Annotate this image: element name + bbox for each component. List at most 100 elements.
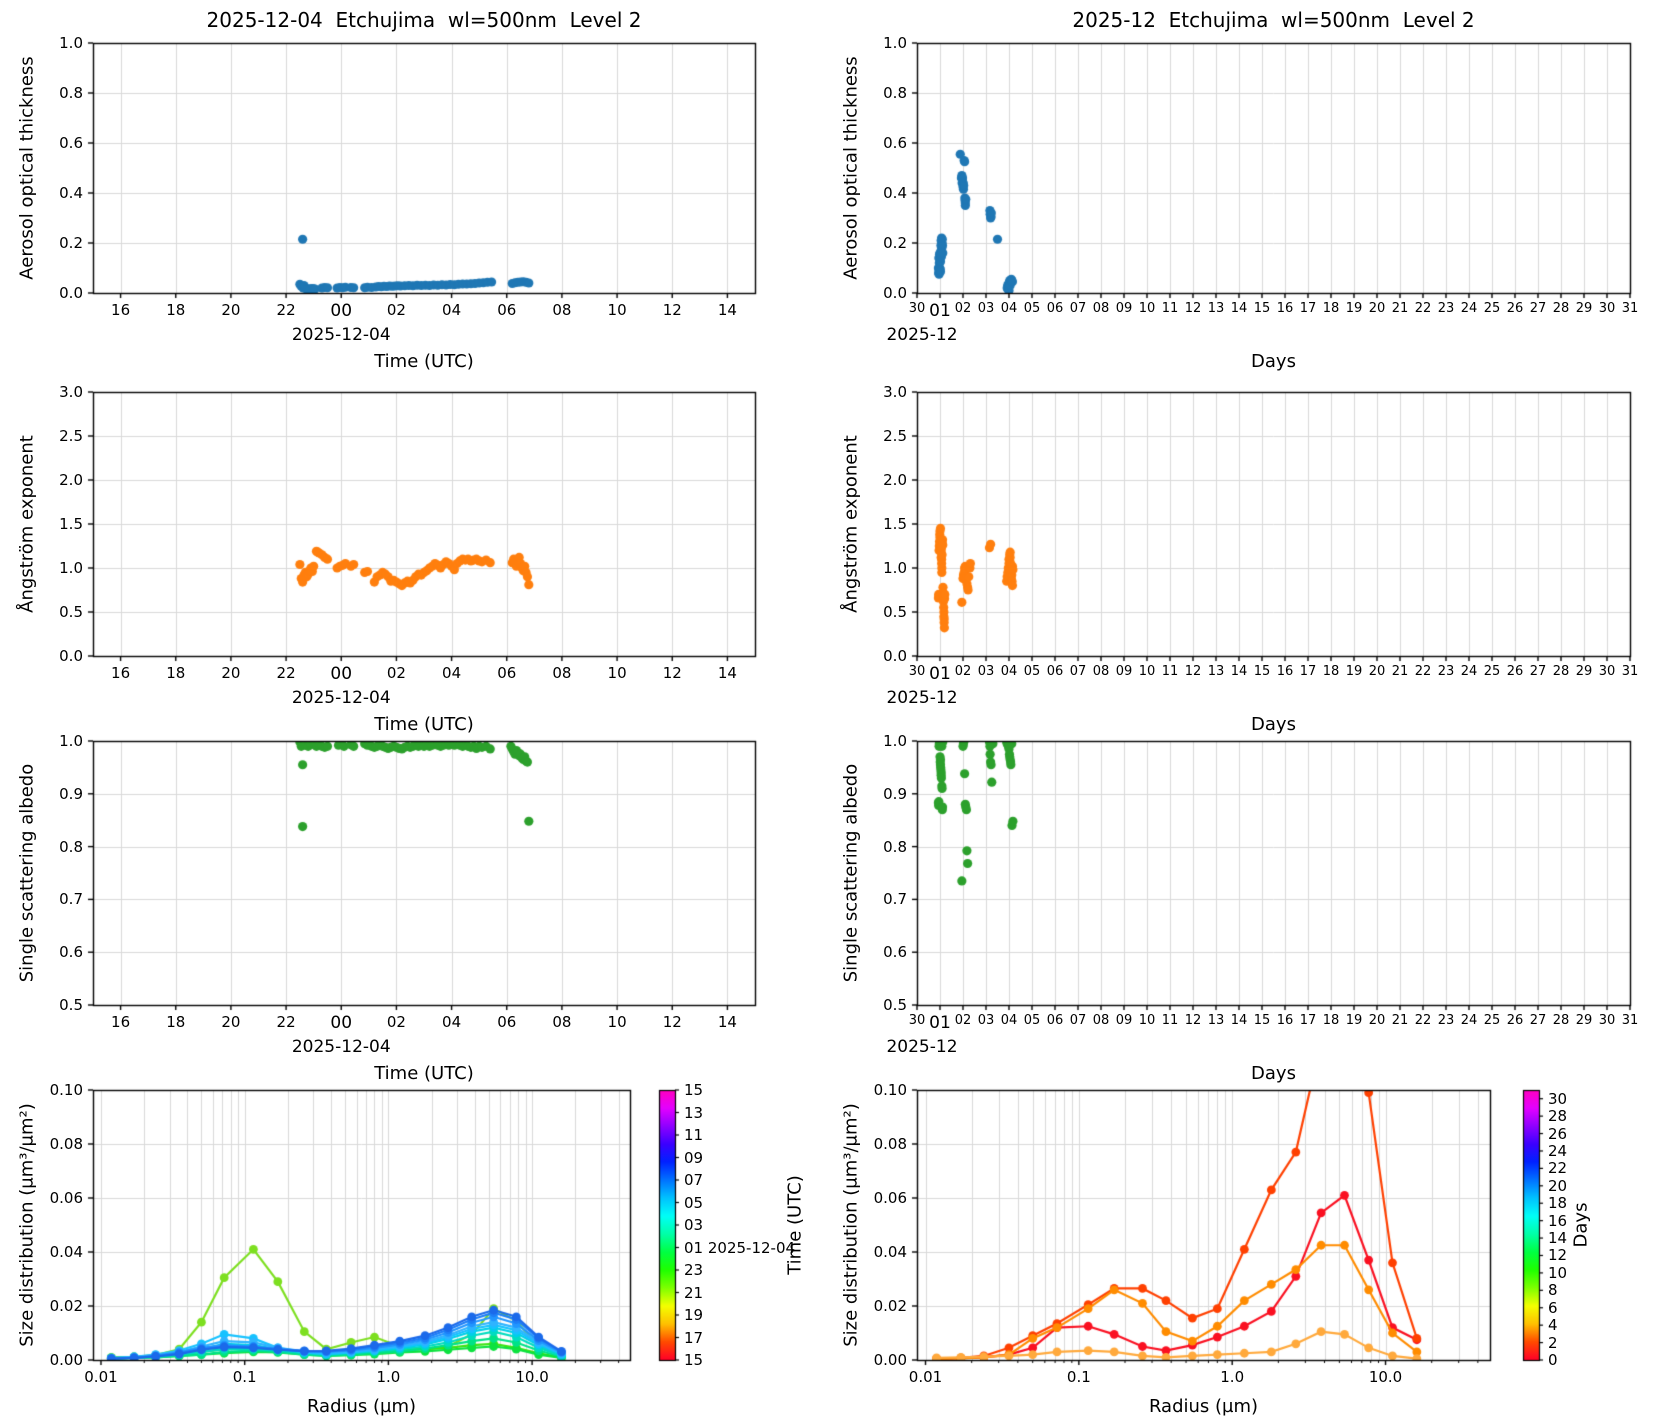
x-tick-label: 12 bbox=[1184, 1013, 1202, 1028]
y-tick-label: 0.8 bbox=[883, 837, 907, 856]
x-tick-label: 28 bbox=[1552, 301, 1570, 316]
y-tick-label: 0.10 bbox=[873, 1081, 907, 1099]
y-tick-label: 0.00 bbox=[873, 1351, 907, 1369]
x-tick-label: 20 bbox=[221, 664, 241, 682]
x-tick-label: 04 bbox=[442, 1013, 462, 1031]
x-tick-label: 03 bbox=[977, 664, 995, 679]
x-tick-label: 09 bbox=[1115, 301, 1133, 316]
x-tick-label: 27 bbox=[1529, 664, 1547, 679]
x-tick-label: 02 bbox=[386, 1013, 406, 1031]
x-tick-label: 16 bbox=[1276, 1013, 1294, 1028]
x-tick-label: 22 bbox=[1414, 664, 1432, 679]
x-date-label: 2025-12 bbox=[886, 1037, 958, 1057]
x-tick-label: 31 bbox=[1621, 1013, 1639, 1028]
xlabel-angstrom-time: Time (UTC) bbox=[374, 714, 474, 735]
colorbar-tick-label: 22 bbox=[1548, 1159, 1568, 1178]
x-tick-label: 08 bbox=[1092, 664, 1110, 679]
y-tick-label: 0.08 bbox=[49, 1135, 83, 1153]
y-tick-label: 1.0 bbox=[883, 34, 907, 52]
x-tick-label: 04 bbox=[1000, 1013, 1018, 1028]
chart-title-month: 2025-12 Etchujima wl=500nm Level 2 bbox=[1072, 8, 1475, 32]
y-tick-label: 2.5 bbox=[883, 427, 907, 445]
chart-title-day: 2025-12-04 Etchujima wl=500nm Level 2 bbox=[206, 8, 642, 32]
x-tick-label: 26 bbox=[1506, 1013, 1524, 1028]
colorbar-tick-label: 16 bbox=[1548, 1211, 1568, 1230]
x-tick-label: 13 bbox=[1207, 1013, 1225, 1028]
x-date-label: 2025-12-04 bbox=[291, 688, 391, 708]
y-tick-label: 0.0 bbox=[883, 647, 907, 665]
y-tick-label: 1.0 bbox=[59, 34, 83, 52]
y-tick-label: 0.0 bbox=[59, 647, 83, 665]
x-tick-label: 06 bbox=[497, 664, 517, 682]
x-tick-label: 03 bbox=[977, 1013, 995, 1028]
x-tick-label: 10 bbox=[1138, 664, 1156, 679]
y-tick-label: 0.8 bbox=[883, 84, 907, 102]
x-tick-label: 13 bbox=[1207, 301, 1225, 316]
x-tick-label: 20 bbox=[1368, 1013, 1386, 1028]
y-tick-label: 0.5 bbox=[883, 603, 907, 621]
x-tick-label: 06 bbox=[1046, 301, 1064, 316]
y-tick-label: 2.5 bbox=[59, 427, 83, 445]
x-tick-label: 31 bbox=[1621, 664, 1639, 679]
x-tick-label: 11 bbox=[1161, 664, 1179, 679]
x-tick-label: 10 bbox=[607, 301, 627, 319]
x-tick-label: 14 bbox=[717, 664, 737, 682]
colorbar-tick-label: 21 bbox=[684, 1283, 704, 1302]
x-tick-label: 21 bbox=[1391, 664, 1409, 679]
x-tick-label: 14 bbox=[1230, 1013, 1248, 1028]
colorbar-tick-label: 4 bbox=[1548, 1316, 1558, 1335]
x-tick-label: 19 bbox=[1345, 1013, 1363, 1028]
x-date-label: 2025-12 bbox=[886, 688, 958, 708]
x-date-label: 2025-12-04 bbox=[291, 325, 391, 345]
x-tick-label: 19 bbox=[1345, 664, 1363, 679]
x-tick-label: 22 bbox=[1414, 1013, 1432, 1028]
x-tick-label: 10 bbox=[1138, 1013, 1156, 1028]
x-tick-label: 02 bbox=[954, 664, 972, 679]
x-tick-label: 14 bbox=[717, 1013, 737, 1031]
x-tick-label: 11 bbox=[1161, 1013, 1179, 1028]
x-tick-label: 10 bbox=[607, 664, 627, 682]
colorbar-tick-label: 24 bbox=[1548, 1141, 1568, 1160]
x-tick-label: 02 bbox=[386, 664, 406, 682]
x-tick-label: 00 bbox=[330, 664, 353, 684]
x-tick-label: 12 bbox=[1184, 301, 1202, 316]
x-date-label: 2025-12-04 bbox=[291, 1037, 391, 1057]
x-tick-label: 18 bbox=[166, 301, 186, 319]
x-tick-label: 24 bbox=[1460, 301, 1478, 316]
x-tick-label: 08 bbox=[552, 664, 572, 682]
xlabel-angstrom-days: Days bbox=[1251, 714, 1296, 735]
x-tick-label: 30 bbox=[1598, 664, 1616, 679]
x-tick-label: 16 bbox=[111, 1013, 131, 1031]
x-tick-label: 05 bbox=[1023, 1013, 1041, 1028]
colorbar-tick-label: 09 bbox=[684, 1148, 704, 1167]
x-tick-label: 16 bbox=[1276, 664, 1294, 679]
x-tick-label: 12 bbox=[662, 664, 682, 682]
colorbar-tick-label: 6 bbox=[1548, 1298, 1558, 1317]
y-tick-label: 0.6 bbox=[883, 134, 907, 152]
x-tick-label: 1.0 bbox=[1220, 1368, 1245, 1386]
colorbar-title-time: Time (UTC) bbox=[784, 1175, 806, 1275]
x-tick-label: 30 bbox=[908, 1013, 926, 1028]
x-tick-label: 00 bbox=[330, 1013, 353, 1033]
x-tick-label: 22 bbox=[276, 1013, 296, 1031]
x-tick-label: 04 bbox=[442, 664, 462, 682]
x-tick-label: 16 bbox=[1276, 301, 1294, 316]
y-tick-label: 0.6 bbox=[59, 134, 83, 152]
y-tick-label: 0.4 bbox=[59, 184, 83, 202]
colorbar-tick-label: 20 bbox=[1548, 1176, 1568, 1195]
x-tick-label: 02 bbox=[954, 301, 972, 316]
x-tick-label: 03 bbox=[977, 301, 995, 316]
x-tick-label: 12 bbox=[662, 301, 682, 319]
y-tick-label: 0.0 bbox=[883, 284, 907, 302]
colorbar-tick-label: 14 bbox=[1548, 1229, 1568, 1248]
y-tick-label: 1.0 bbox=[59, 559, 83, 577]
y-tick-label: 0.8 bbox=[59, 837, 83, 856]
x-tick-label: 02 bbox=[386, 301, 406, 319]
y-tick-label: 1.5 bbox=[883, 515, 907, 533]
colorbar-tick-label: 01 2025-12-04 bbox=[684, 1238, 796, 1257]
x-tick-label: 17 bbox=[1299, 1013, 1317, 1028]
colorbar-tick-label: 07 bbox=[684, 1171, 704, 1189]
y-tick-label: 0.10 bbox=[49, 1081, 83, 1099]
x-tick-label: 26 bbox=[1506, 301, 1524, 316]
